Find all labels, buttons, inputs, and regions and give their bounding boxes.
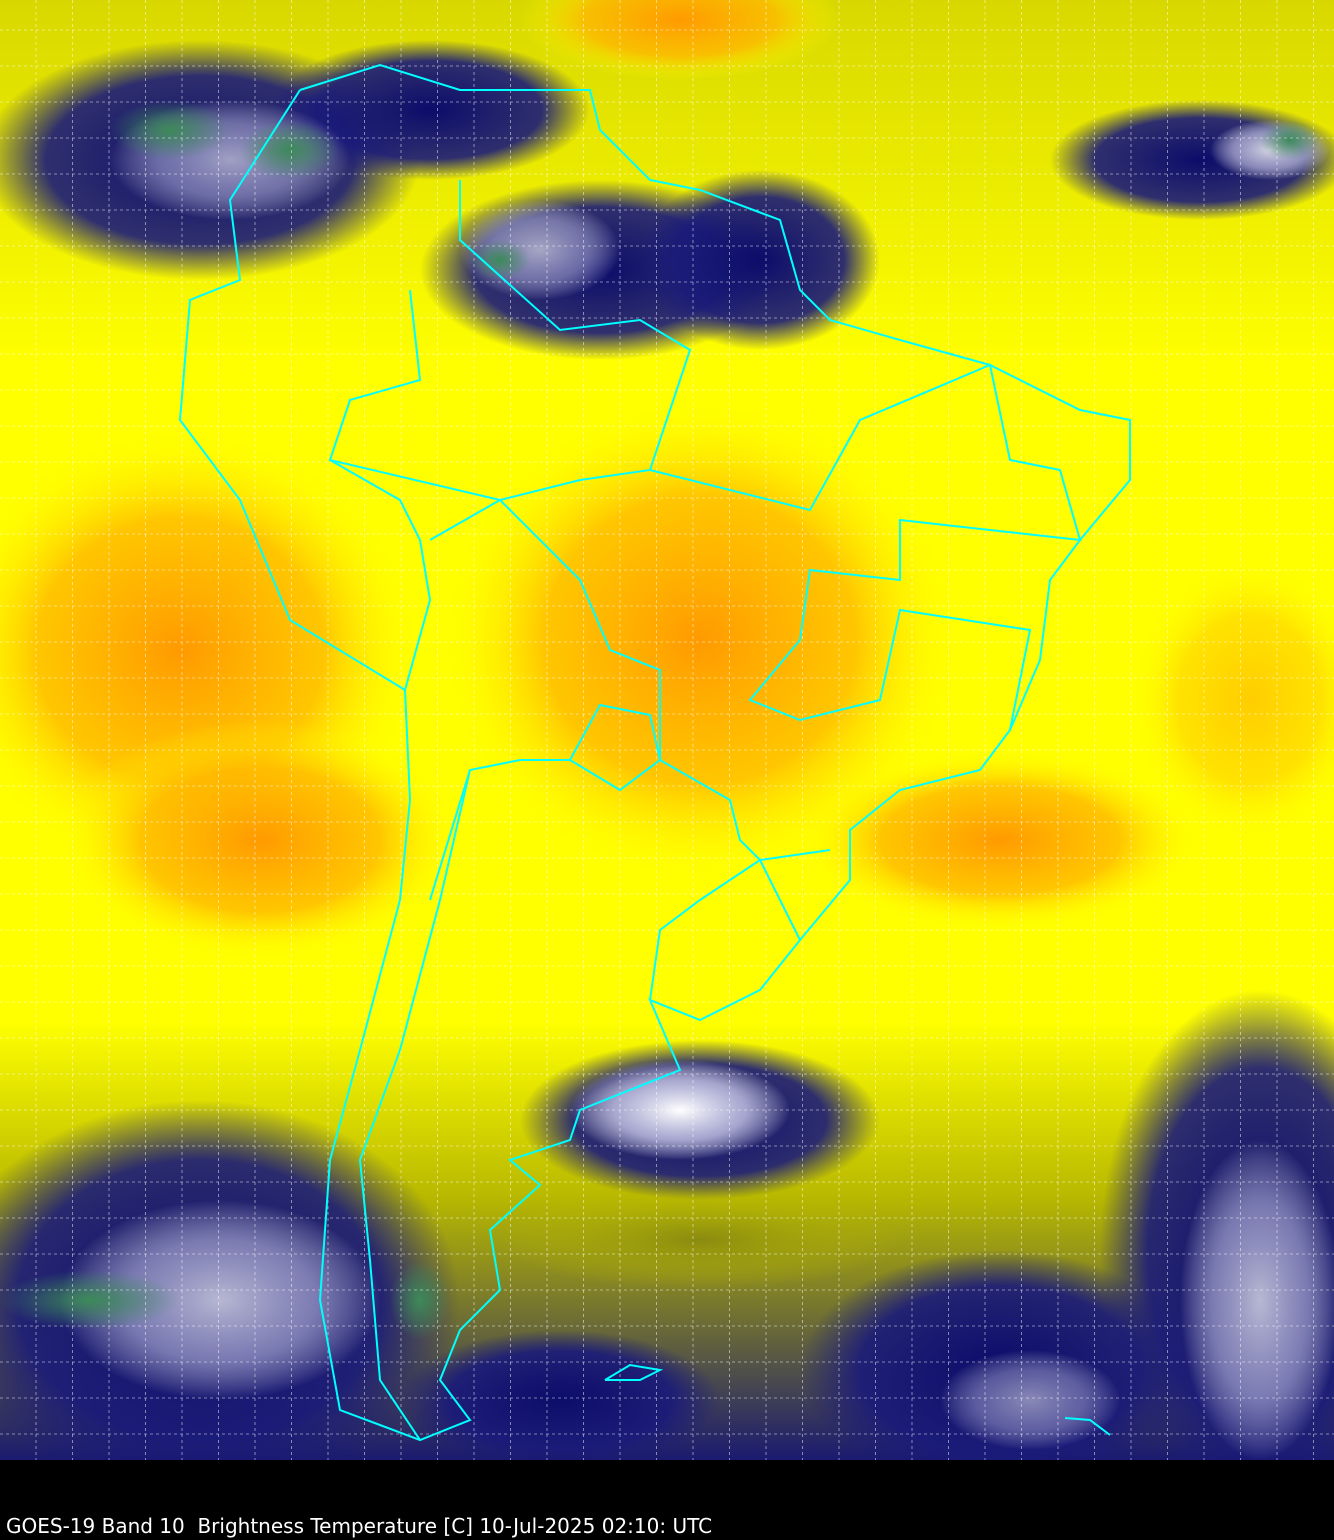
country-borders — [178, 63, 1131, 1442]
south-america-coastline — [178, 63, 1131, 1442]
falklands — [604, 1363, 664, 1381]
south-georgia — [1064, 1417, 1111, 1436]
warm-regions — [0, 0, 1334, 960]
satellite-image — [0, 0, 1334, 1460]
lat-lon-grid — [0, 0, 1334, 1460]
border-paraguay — [569, 703, 831, 862]
image-caption: GOES-19 Band 10 Brightness Temperature [… — [6, 1514, 713, 1538]
cold-cloud-regions — [0, 40, 1334, 1460]
border-andes — [328, 289, 432, 691]
border-uruguay — [649, 858, 801, 1001]
border-states — [649, 363, 1082, 731]
border-brazil-west — [329, 180, 692, 502]
border-chile-argentina — [358, 769, 471, 1441]
